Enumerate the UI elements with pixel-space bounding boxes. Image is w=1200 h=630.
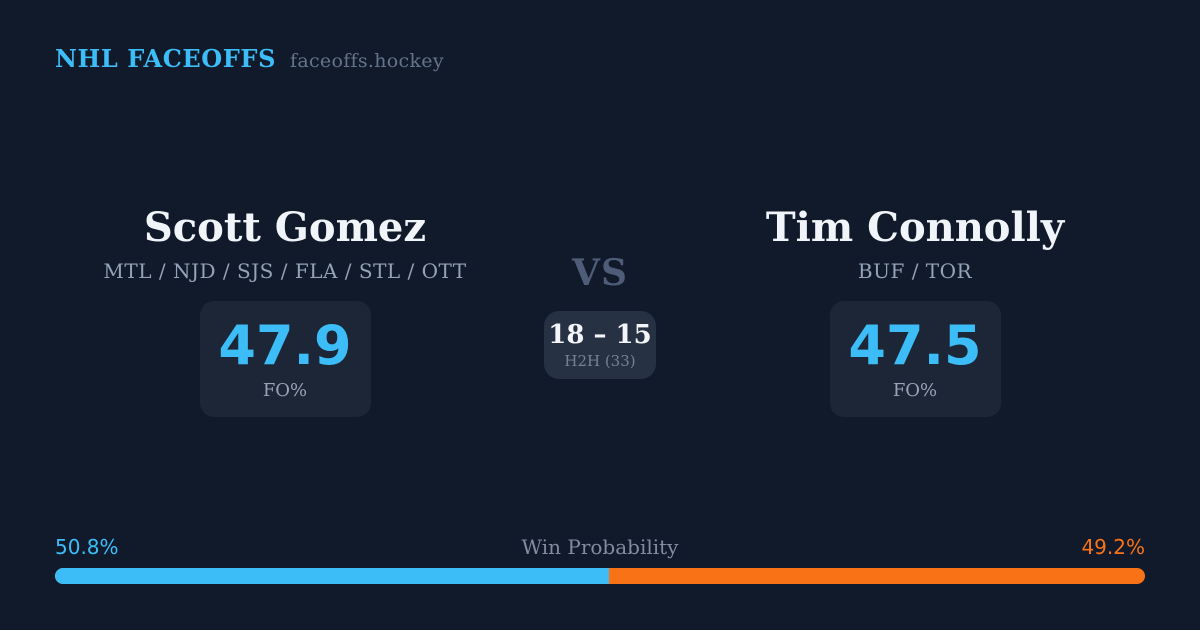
site-domain: faceoffs.hockey <box>290 50 444 72</box>
head-to-head-score: 18 – 15 <box>548 319 652 350</box>
versus-column: VS 18 – 15 H2H (33) <box>520 255 680 379</box>
head-to-head-label: H2H (33) <box>564 351 636 370</box>
win-probability-labels: 50.8% Win Probability 49.2% <box>55 537 1145 559</box>
win-probability-left-segment <box>55 568 609 584</box>
win-probability-section: 50.8% Win Probability 49.2% <box>55 537 1145 584</box>
right-win-pct: 49.2% <box>1081 535 1145 559</box>
player-name: Tim Connolly <box>765 204 1065 251</box>
faceoff-pct-value: 47.5 <box>848 313 982 377</box>
player-card-right: Tim Connolly BUF / TOR 47.5 FO% <box>630 205 1200 417</box>
faceoff-pct-box: 47.9 FO% <box>199 301 371 417</box>
header: NHL FACEOFFS faceoffs.hockey <box>55 44 444 73</box>
vs-label: VS <box>572 252 628 294</box>
player-teams: MTL / NJD / SJS / FLA / STL / OTT <box>103 259 467 283</box>
faceoff-pct-label: FO% <box>892 379 938 401</box>
left-win-pct: 50.8% <box>55 535 119 559</box>
win-probability-title: Win Probability <box>521 535 679 559</box>
faceoff-pct-box: 47.5 FO% <box>829 301 1001 417</box>
win-probability-bar <box>55 568 1145 584</box>
brand-title: NHL FACEOFFS <box>55 44 277 73</box>
matchup-section: Scott Gomez MTL / NJD / SJS / FLA / STL … <box>0 205 1200 435</box>
player-card-left: Scott Gomez MTL / NJD / SJS / FLA / STL … <box>0 205 570 417</box>
player-teams: BUF / TOR <box>857 259 973 283</box>
faceoff-pct-label: FO% <box>262 379 308 401</box>
player-name: Scott Gomez <box>143 204 427 251</box>
head-to-head-box: 18 – 15 H2H (33) <box>544 311 656 379</box>
faceoff-pct-value: 47.9 <box>218 313 352 377</box>
